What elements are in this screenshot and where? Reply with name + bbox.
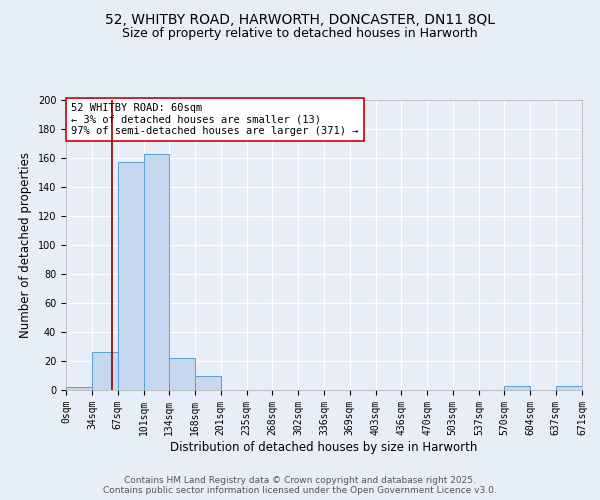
- Text: Size of property relative to detached houses in Harworth: Size of property relative to detached ho…: [122, 28, 478, 40]
- Bar: [169, 358, 195, 390]
- Text: 52 WHITBY ROAD: 60sqm
← 3% of detached houses are smaller (13)
97% of semi-detac: 52 WHITBY ROAD: 60sqm ← 3% of detached h…: [71, 103, 359, 136]
- Bar: [556, 386, 582, 390]
- Text: 52, WHITBY ROAD, HARWORTH, DONCASTER, DN11 8QL: 52, WHITBY ROAD, HARWORTH, DONCASTER, DN…: [105, 12, 495, 26]
- Text: Contains HM Land Registry data © Crown copyright and database right 2025.
Contai: Contains HM Land Registry data © Crown c…: [103, 476, 497, 495]
- Bar: [66, 387, 92, 390]
- Bar: [505, 386, 530, 390]
- Bar: [92, 352, 118, 390]
- X-axis label: Distribution of detached houses by size in Harworth: Distribution of detached houses by size …: [170, 440, 478, 454]
- Bar: [143, 154, 169, 390]
- Bar: [118, 162, 143, 390]
- Bar: [195, 376, 221, 390]
- Y-axis label: Number of detached properties: Number of detached properties: [19, 152, 32, 338]
